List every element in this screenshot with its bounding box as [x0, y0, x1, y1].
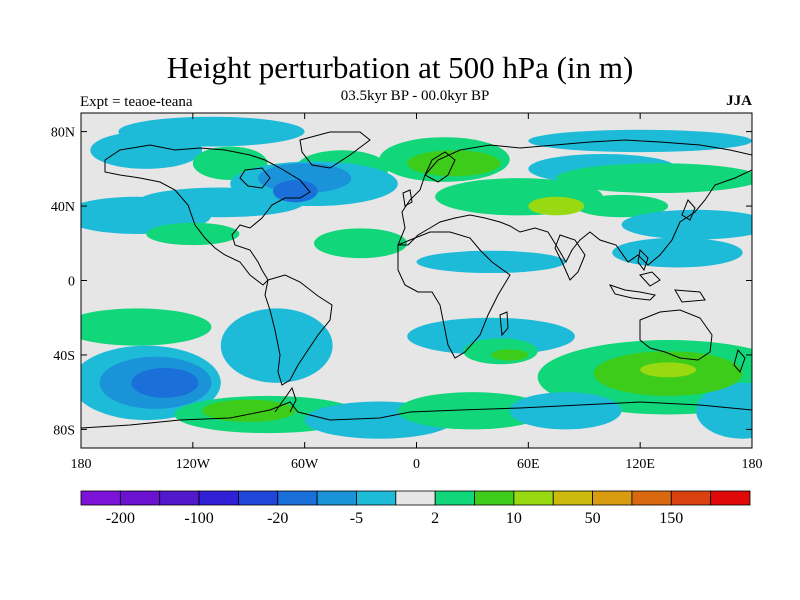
colorbar-swatch: [710, 490, 751, 506]
colorbar-swatch: [434, 490, 475, 506]
colorbar-swatch: [238, 490, 279, 506]
y-tick-label: 0: [68, 275, 75, 290]
colorbar-swatch: [80, 490, 121, 506]
x-tick-label: 180: [71, 457, 92, 472]
colorbar-swatch: [631, 490, 672, 506]
colorbar-swatch: [198, 490, 239, 506]
anomaly-region: [220, 308, 333, 383]
anomaly-region: [640, 362, 697, 378]
y-tick-label: 40N: [51, 200, 75, 215]
colorbar-swatch: [552, 490, 593, 506]
x-tick-label: 60E: [517, 457, 540, 472]
chart-title: Height perturbation at 500 hPa (in m): [166, 50, 634, 85]
anomaly-region: [416, 250, 566, 274]
colorbar-swatch: [316, 490, 357, 506]
colorbar-swatch: [592, 490, 633, 506]
anomaly-region: [509, 392, 622, 430]
anomaly-region: [313, 228, 408, 259]
anomaly-region: [528, 196, 585, 216]
anomaly-region: [621, 209, 752, 240]
anomaly-region: [491, 349, 529, 361]
anomaly-region: [81, 308, 212, 346]
colorbar-swatch: [670, 490, 712, 506]
coastlines: [81, 131, 752, 429]
x-tick-label: 180: [742, 457, 763, 472]
x-tick-label: 60W: [291, 457, 319, 472]
colorbar-label: -100: [184, 510, 213, 527]
anomaly-region: [397, 392, 547, 430]
season-label: JJA: [726, 93, 752, 109]
colorbar-swatch: [277, 490, 318, 506]
colorbar: -200 -100 -20 -5 2 10 50 150: [80, 490, 751, 527]
colorbar-label: -20: [267, 510, 288, 527]
anomaly-region: [131, 367, 199, 398]
anomaly-region: [556, 163, 752, 194]
anomaly-region: [574, 194, 669, 218]
anomaly-region: [146, 222, 240, 246]
colorbar-swatch: [513, 490, 554, 506]
anomaly-field: [81, 116, 752, 439]
y-tick-label: 80N: [51, 126, 75, 141]
colorbar-label: 2: [431, 510, 439, 527]
colorbar-label: -200: [106, 510, 135, 527]
experiment-label: Expt = teaoe-teana: [80, 94, 193, 110]
anomaly-region: [272, 180, 318, 203]
colorbar-label: 150: [659, 510, 683, 527]
x-tick-label: 0: [413, 457, 420, 472]
colorbar-swatch: [119, 490, 161, 506]
colorbar-swatch: [474, 490, 515, 506]
anomaly-region: [612, 237, 743, 268]
colorbar-label: 50: [585, 510, 601, 527]
anomaly-region: [696, 382, 752, 439]
colorbar-swatch: [356, 490, 397, 506]
colorbar-swatch: [395, 490, 436, 506]
colorbar-label: 10: [506, 510, 522, 527]
colorbar-swatch: [159, 490, 200, 506]
colorbar-label: -5: [350, 510, 363, 527]
chart-subtitle: 03.5kyr BP - 00.0kyr BP: [340, 88, 490, 104]
anomaly-region: [202, 399, 296, 422]
axis-ticks: 180 120W 60W 0 60E 120E 180 80N 40N 0 40S 80S: [51, 113, 763, 472]
x-tick-label: 120W: [176, 457, 211, 472]
y-tick-label: 80S: [53, 423, 75, 438]
x-tick-label: 120E: [625, 457, 655, 472]
anomaly-region: [90, 131, 203, 169]
y-tick-label: 40S: [53, 349, 75, 364]
